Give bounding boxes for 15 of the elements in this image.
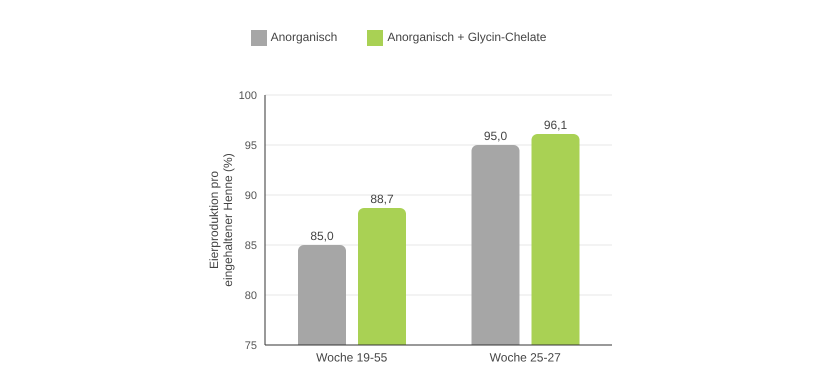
legend-label: Anorganisch + Glycin-Chelate — [387, 30, 546, 44]
y-tick-label: 100 — [238, 90, 257, 102]
y-tick-label: 90 — [244, 190, 257, 202]
x-tick-label: Woche 25-27 — [490, 350, 562, 365]
data-label: 88,7 — [370, 192, 394, 206]
y-tick-label: 75 — [244, 340, 257, 352]
x-tick-label: Woche 19-55 — [316, 350, 388, 365]
data-label: 95,0 — [484, 129, 508, 143]
y-tick-label: 85 — [244, 240, 257, 252]
data-label: 85,0 — [310, 229, 334, 243]
legend-label: Anorganisch — [270, 30, 338, 44]
y-axis-title: Eierproduktion pro eingehaltener Henne (%) — [207, 153, 235, 287]
y-tick-label: 80 — [244, 290, 257, 302]
y-tick-label: 95 — [244, 140, 257, 152]
data-label: 96,1 — [544, 118, 568, 132]
